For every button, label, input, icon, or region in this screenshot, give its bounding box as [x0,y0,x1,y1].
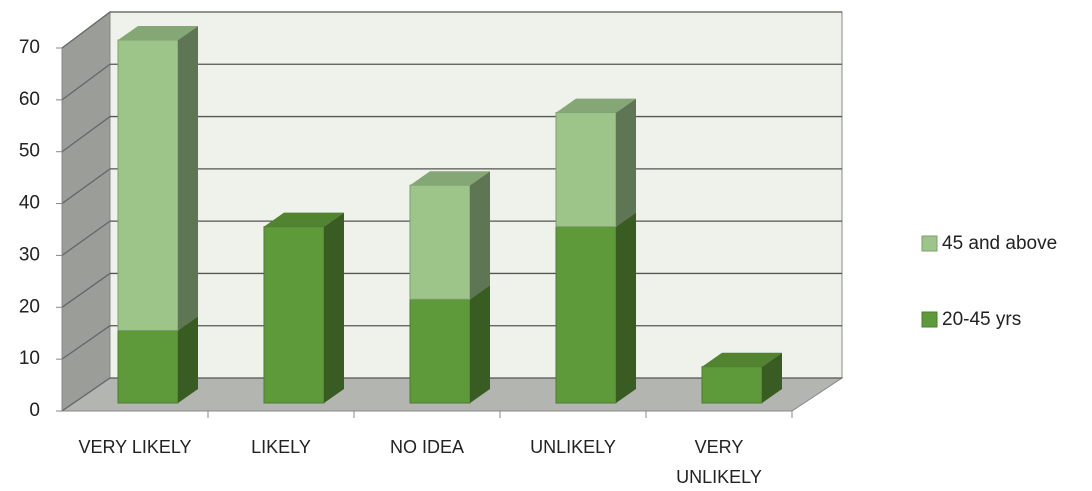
bar-side [616,98,636,227]
y-tick-label: 20 [19,296,40,317]
side-wall [61,11,111,412]
x-tick-label: VERY LIKELY [78,437,192,457]
grid-line-side [61,168,111,205]
grid-line-side [61,272,111,308]
grid-line-side [61,116,111,153]
y-tick-label: 40 [19,193,40,214]
y-tick-label: 70 [19,37,40,58]
bar-top [556,98,636,113]
bar-side [178,316,198,403]
bar [409,298,471,404]
bar-side [470,285,490,403]
grid-line-side [61,63,111,101]
x-tick-label: UNLIKELY [530,437,616,457]
bar [263,226,325,404]
bar [117,39,179,331]
x-tick-label: LIKELY [251,437,311,457]
bar [409,184,471,300]
y-tick-label: 0 [29,400,40,421]
grid-line-side [61,220,111,256]
bar-side [762,352,782,403]
bar-side [470,171,490,300]
grid-line-side [61,325,111,360]
legend-swatch [921,235,938,252]
bar [555,112,617,228]
y-tick-label: 60 [19,89,40,110]
bar-side [178,26,198,331]
bar-top [118,26,198,40]
legend-swatch [921,311,938,328]
y-tick-label: 30 [19,244,40,265]
bar-top [702,352,782,367]
bar-side [616,212,636,403]
grid-line-side [61,377,111,412]
bar [701,366,763,404]
bar-top [264,212,344,227]
bar-top [410,171,490,186]
bar [117,329,179,404]
bar [555,226,617,404]
y-tick-label: 50 [19,141,40,162]
y-tick-label: 10 [19,348,40,369]
legend-label: 45 and above [942,233,1057,254]
legend-label: 20-45 yrs [942,309,1021,330]
bar-side [324,212,344,403]
grid-line-side [61,11,111,49]
x-tick-label: NO IDEA [389,437,464,457]
x-tick-label: VERY UNLIKELY [676,437,762,487]
